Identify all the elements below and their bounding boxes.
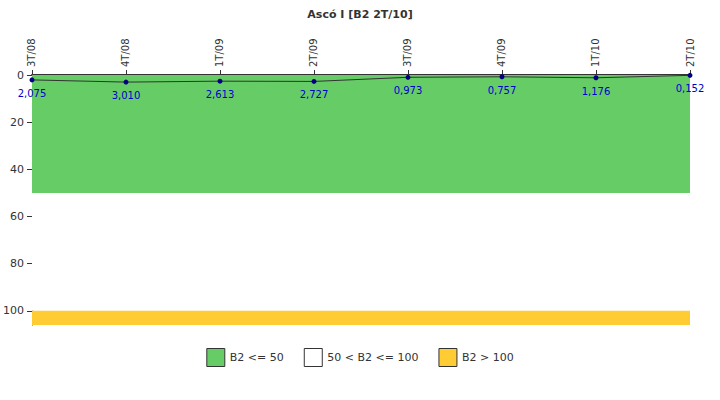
svg-text:1T/10: 1T/10 xyxy=(590,38,601,67)
svg-text:B2 <= 50: B2 <= 50 xyxy=(230,351,284,364)
svg-text:0,757: 0,757 xyxy=(488,85,517,96)
svg-text:2,075: 2,075 xyxy=(18,88,47,99)
svg-text:2,727: 2,727 xyxy=(300,89,329,100)
svg-text:1,176: 1,176 xyxy=(582,86,611,97)
svg-text:1T/09: 1T/09 xyxy=(214,38,225,67)
svg-text:40: 40 xyxy=(10,163,24,176)
svg-text:0,152: 0,152 xyxy=(676,83,705,94)
svg-text:3T/09: 3T/09 xyxy=(402,38,413,67)
svg-text:50 < B2 <= 100: 50 < B2 <= 100 xyxy=(327,351,418,364)
svg-text:B2 > 100: B2 > 100 xyxy=(462,351,514,364)
svg-text:2T/09: 2T/09 xyxy=(308,38,319,67)
svg-text:2T/10: 2T/10 xyxy=(685,38,696,67)
svg-text:60: 60 xyxy=(10,210,24,223)
svg-text:4T/08: 4T/08 xyxy=(120,38,131,67)
svg-text:0,973: 0,973 xyxy=(394,85,423,96)
svg-text:20: 20 xyxy=(10,116,24,129)
svg-text:3T/08: 3T/08 xyxy=(26,38,37,67)
svg-text:3,010: 3,010 xyxy=(112,90,141,101)
svg-text:80: 80 xyxy=(10,257,24,270)
svg-text:2,613: 2,613 xyxy=(206,89,235,100)
svg-text:4T/09: 4T/09 xyxy=(496,38,507,67)
svg-text:Ascó I [B2 2T/10]: Ascó I [B2 2T/10] xyxy=(307,8,412,21)
svg-text:100: 100 xyxy=(3,304,24,317)
svg-text:0: 0 xyxy=(17,69,24,82)
